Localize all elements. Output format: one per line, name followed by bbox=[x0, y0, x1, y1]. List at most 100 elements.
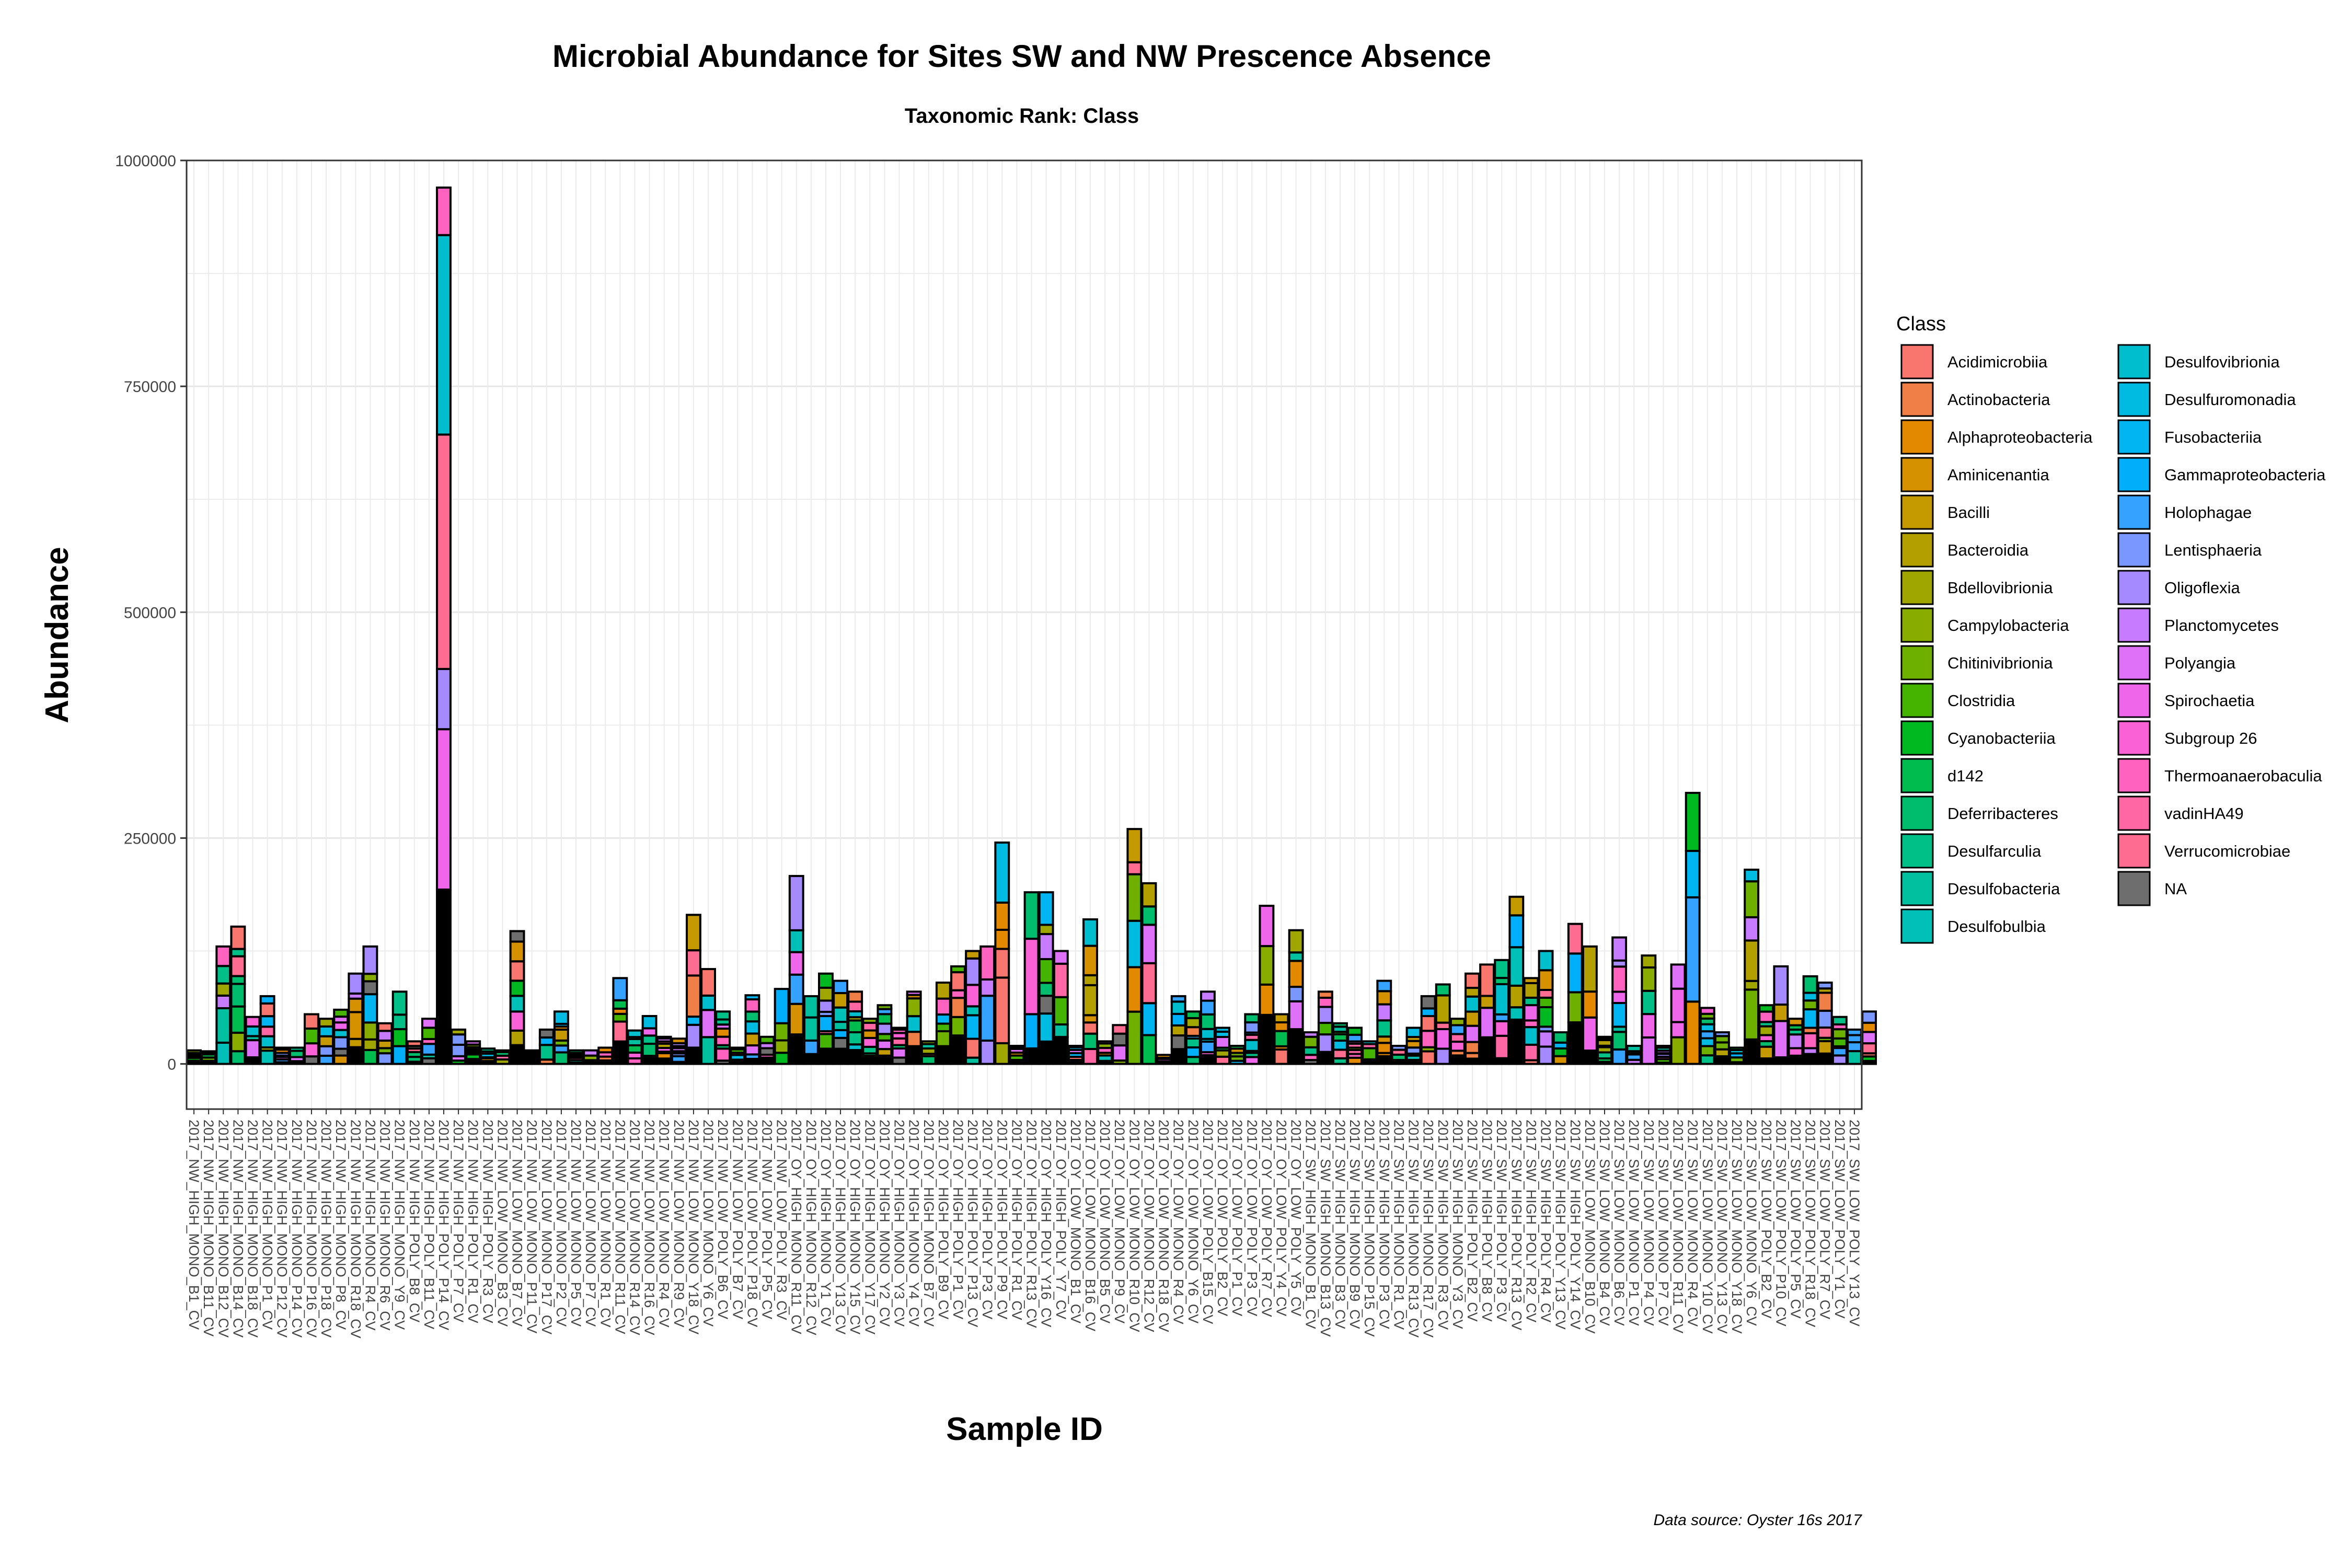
bar-segment bbox=[1714, 1055, 1730, 1065]
bar-segment bbox=[906, 990, 922, 996]
legend-swatch bbox=[1900, 833, 1934, 869]
bar-stack bbox=[1729, 1046, 1745, 1065]
legend-item: Desulfarculia bbox=[1900, 833, 2042, 869]
x-tick-label: 2017_OY_HIGH_POLY_P13_CV bbox=[965, 1120, 981, 1327]
bar-stack bbox=[1582, 945, 1598, 1065]
bar-segment bbox=[686, 1023, 701, 1049]
bar-segment bbox=[1082, 918, 1098, 947]
bar-segment bbox=[935, 1013, 951, 1025]
bar-segment bbox=[362, 945, 378, 975]
bar-segment bbox=[744, 994, 760, 1001]
bar-segment bbox=[1494, 983, 1510, 1016]
bar-segment bbox=[979, 1039, 996, 1065]
bar-segment bbox=[1479, 1036, 1495, 1065]
legend-swatch bbox=[1900, 683, 1934, 718]
x-tick-label: 2017_SW_HIGH_MONO_B9_CV bbox=[1347, 1120, 1363, 1329]
legend-item: Chitinivibrionia bbox=[1900, 645, 2053, 681]
bar-stack bbox=[1215, 1027, 1230, 1065]
x-tick-label: 2017_SW_HIGH_POLY_P3_CV bbox=[1494, 1120, 1509, 1322]
x-axis: 2017_NW_HIGH_MONO_B1_CV2017_NW_HIGH_MONO… bbox=[186, 1109, 1862, 1339]
bar-segment bbox=[215, 1007, 232, 1044]
bar-stack bbox=[1597, 1035, 1612, 1065]
x-tick-label: 2017_OY_LOW_POLY_P3_CV bbox=[1244, 1120, 1260, 1316]
bar-segment bbox=[1670, 963, 1686, 990]
bar-stack bbox=[451, 1028, 467, 1065]
y-axis-label: Abundance bbox=[39, 547, 75, 723]
bar-segment bbox=[994, 901, 1010, 931]
bar-segment bbox=[656, 1035, 672, 1040]
bar-segment bbox=[935, 1045, 951, 1065]
bar-segment bbox=[1817, 1052, 1833, 1065]
bar-segment bbox=[1038, 891, 1054, 926]
bar-segment bbox=[362, 1038, 378, 1051]
bar-segment bbox=[348, 972, 364, 995]
legend-swatch bbox=[2117, 720, 2151, 756]
bar-segment bbox=[1067, 1045, 1083, 1048]
bar-segment bbox=[979, 978, 996, 997]
bar-stack bbox=[1685, 792, 1701, 1065]
bar-segment bbox=[1449, 1054, 1466, 1065]
bar-segment bbox=[833, 1021, 849, 1031]
legend-label: Oligoflexia bbox=[2164, 579, 2240, 597]
x-tick-label: 2017_OY_HIGH_POLY_B9_CV bbox=[936, 1120, 951, 1319]
bar-segment bbox=[1185, 1046, 1201, 1058]
bar-segment bbox=[1523, 1004, 1539, 1022]
bar-segment bbox=[1582, 945, 1598, 993]
bar-segment bbox=[1317, 1033, 1333, 1053]
bar-segment bbox=[965, 984, 981, 1008]
bar-stack bbox=[186, 1049, 202, 1065]
x-tick-label: 2017_NW_HIGH_MONO_P1_CV bbox=[260, 1120, 275, 1330]
legend-label: Cyanobacteriia bbox=[1947, 729, 2056, 747]
y-axis: 0 250000 500000 750000 1000000 bbox=[115, 153, 187, 1074]
x-tick-label: 2017_OY_LOW_MONO_R4_CV bbox=[1171, 1120, 1186, 1324]
bar-segment bbox=[1112, 1024, 1128, 1035]
x-tick-label: 2017_NW_LOW_POLY_B7_CV bbox=[730, 1120, 745, 1319]
x-tick-label: 2017_SW_LOW_MONO_Y18_CV bbox=[1729, 1120, 1745, 1334]
bar-segment bbox=[1170, 1024, 1186, 1037]
bar-segment bbox=[436, 234, 452, 436]
x-tick-label: 2017_SW_HIGH_POLY_Y13_CV bbox=[1553, 1120, 1569, 1330]
x-tick-label: 2017_NW_HIGH_MONO_B18_CV bbox=[245, 1120, 261, 1338]
bar-segment bbox=[833, 1036, 849, 1050]
x-tick-label: 2017_SW_LOW_POLY_P10_CV bbox=[1773, 1120, 1789, 1327]
bar-segment bbox=[1053, 996, 1069, 1026]
bar-segment bbox=[1773, 965, 1789, 1006]
bar-segment bbox=[1538, 988, 1554, 999]
bar-segment bbox=[1685, 896, 1701, 1003]
x-tick-label: 2017_OY_LOW_POLY_P1_CV bbox=[1229, 1120, 1245, 1316]
bar-segment bbox=[818, 1015, 834, 1033]
bar-segment bbox=[1831, 1016, 1848, 1025]
bar-segment bbox=[1465, 972, 1480, 989]
x-tick-label: 2017_NW_LOW_MONO_P17_CV bbox=[539, 1120, 555, 1334]
bar-segment bbox=[641, 1055, 658, 1065]
x-tick-label: 2017_NW_LOW_POLY_R3_CV bbox=[774, 1120, 790, 1320]
bar-segment bbox=[774, 1022, 790, 1042]
legend-item: Oligoflexia bbox=[2117, 570, 2240, 605]
bar-segment bbox=[1847, 1041, 1862, 1053]
bar-segment bbox=[950, 1016, 966, 1037]
bar-stack bbox=[1567, 923, 1583, 1065]
bar-segment bbox=[1729, 1046, 1745, 1051]
bar-segment bbox=[1288, 951, 1304, 962]
bar-segment bbox=[362, 1021, 378, 1041]
bar-segment bbox=[1831, 1054, 1848, 1065]
bar-segment bbox=[436, 728, 452, 891]
bar-segment bbox=[406, 1040, 422, 1047]
bar-segment bbox=[421, 1018, 437, 1029]
bar-segment bbox=[1788, 1047, 1804, 1057]
legend-item: Desulfovibrionia bbox=[2117, 344, 2280, 379]
x-tick-label: 2017_SW_HIGH_MONO_R1_CV bbox=[1391, 1120, 1406, 1330]
bar-segment bbox=[318, 1035, 335, 1047]
bar-segment bbox=[509, 1029, 525, 1046]
bar-segment bbox=[1744, 880, 1760, 918]
bar-segment bbox=[597, 1046, 614, 1054]
bar-segment bbox=[1817, 982, 1833, 990]
x-tick-label: 2017_NW_HIGH_POLY_P14_CV bbox=[436, 1120, 452, 1330]
bar-segment bbox=[362, 1048, 378, 1065]
bar-segment bbox=[1185, 1010, 1201, 1019]
bar-segment bbox=[1831, 1047, 1848, 1057]
bar-stack bbox=[1655, 1045, 1671, 1065]
bar-segment bbox=[1170, 995, 1186, 1003]
x-tick-label: 2017_OY_LOW_MONO_R12_CV bbox=[1141, 1120, 1157, 1332]
x-tick-label: 2017_OY_LOW_MONO_R18_CV bbox=[1156, 1120, 1172, 1332]
